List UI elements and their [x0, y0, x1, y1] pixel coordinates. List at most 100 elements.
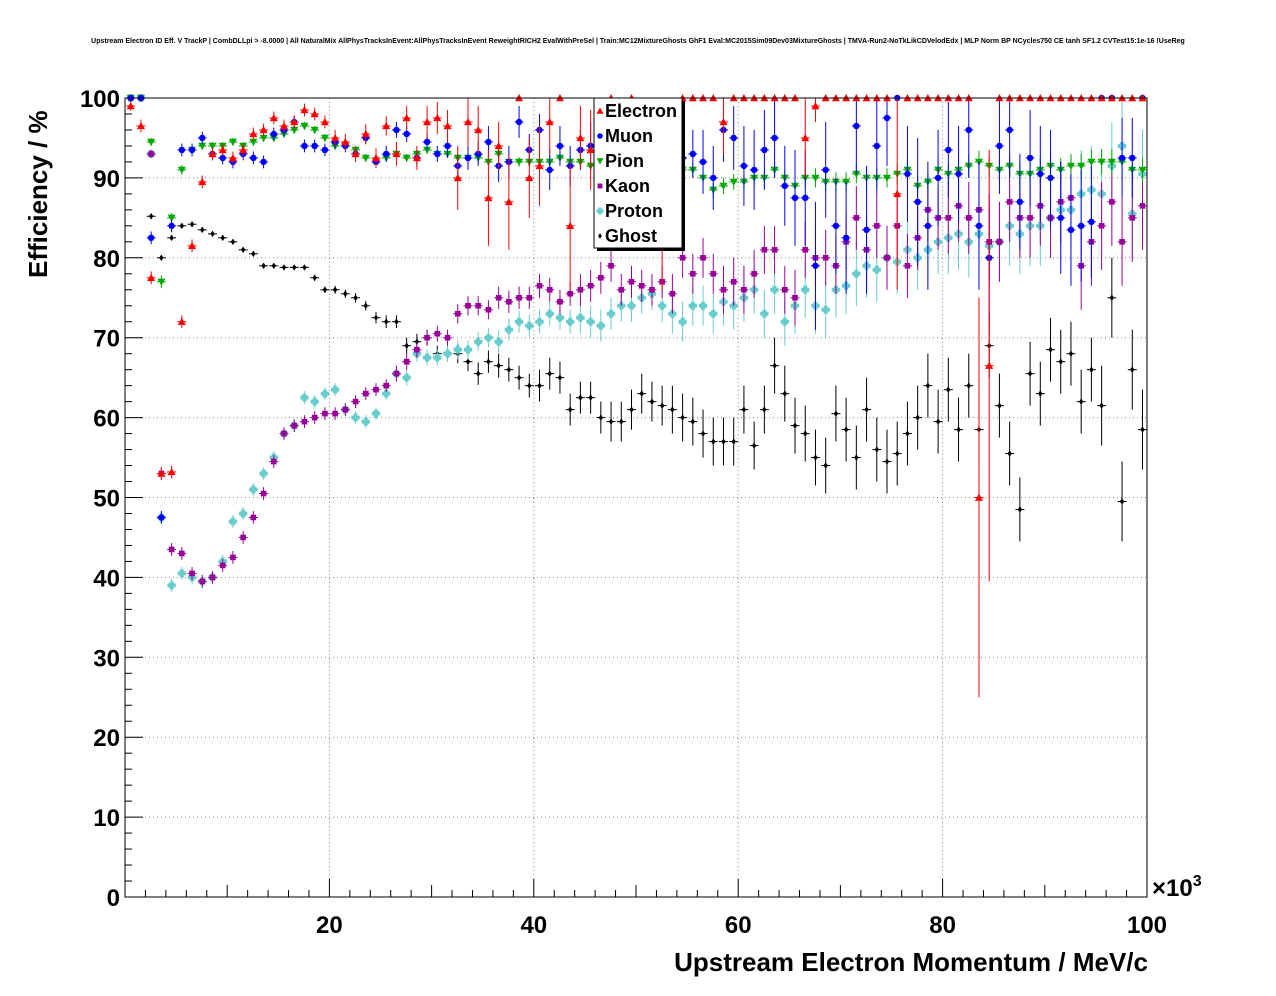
muon-point [177, 143, 187, 157]
proton-point [575, 301, 585, 334]
electron-marker [341, 137, 350, 146]
kaon-point [667, 273, 677, 314]
electron-marker [198, 177, 207, 186]
kaon-point [483, 300, 493, 320]
ghost-marker [803, 430, 808, 437]
kaon-marker [465, 302, 471, 309]
muon-point [310, 139, 320, 153]
muon-marker [147, 234, 155, 242]
muon-point [749, 129, 759, 210]
kaon-marker [782, 286, 788, 293]
pion-point [810, 168, 820, 188]
proton-point [238, 507, 248, 520]
proton-marker [300, 393, 309, 402]
ghost-marker [608, 418, 614, 425]
kaon-point [770, 225, 780, 274]
legend-marker-electron [596, 107, 604, 114]
kaon-marker [792, 294, 798, 301]
ghost-point [749, 421, 759, 470]
muon-marker [1057, 214, 1064, 222]
kaon-marker [741, 286, 747, 293]
ghost-point [524, 373, 534, 398]
proton-point [422, 349, 432, 366]
muon-marker [996, 142, 1003, 150]
electron-marker [985, 361, 994, 369]
legend-entry-muon: Muon [597, 126, 653, 146]
ghost-point [759, 385, 769, 434]
pion-marker [157, 278, 166, 286]
ghost-point [1138, 389, 1147, 470]
ghost-marker [1068, 350, 1074, 357]
proton-point [320, 387, 330, 401]
proton-marker [382, 389, 391, 398]
electron-point [524, 137, 534, 218]
ghost-point [770, 337, 780, 394]
pion-marker [1107, 158, 1116, 166]
proton-point [565, 309, 575, 334]
kaon-marker [373, 386, 379, 393]
y-tick-label: 30 [93, 645, 120, 672]
kaon-marker [751, 270, 757, 277]
ghost-marker [762, 406, 767, 413]
electron-point [718, 98, 728, 154]
kaon-marker [1006, 199, 1013, 205]
ghost-point [259, 262, 269, 269]
muon-point [923, 161, 933, 290]
kaon-point [463, 296, 473, 316]
kaon-point [780, 265, 790, 314]
pion-marker [361, 154, 370, 162]
pion-marker [1087, 158, 1096, 166]
electron-marker [126, 101, 135, 110]
legend-marker-proton [596, 207, 604, 215]
proton-marker [688, 301, 697, 310]
proton-marker [872, 265, 881, 274]
electron-marker [566, 221, 575, 230]
muon-marker [1088, 218, 1095, 226]
x-axis-multiplier: ×103 [1152, 873, 1202, 902]
proton-point [167, 578, 177, 592]
kaon-marker [352, 398, 359, 405]
y-tick-label: 10 [93, 805, 120, 832]
kaon-marker [485, 306, 492, 313]
muon-point [1117, 117, 1127, 198]
electron-marker [893, 189, 902, 198]
kaon-marker [567, 290, 573, 297]
proton-point [432, 349, 442, 366]
ghost-marker [189, 221, 195, 228]
proton-point [524, 314, 534, 337]
kaon-marker [1098, 223, 1105, 229]
kaon-marker [628, 278, 635, 285]
kaon-point [167, 543, 177, 556]
kaon-marker [291, 422, 298, 429]
kaon-point [586, 269, 596, 302]
ghost-point [872, 417, 882, 482]
ghost-point [146, 213, 156, 220]
muon-marker [904, 170, 911, 178]
y-axis-title: Efficiency / % [23, 110, 53, 278]
kaon-marker [199, 578, 206, 585]
electron-marker [167, 467, 176, 476]
kaon-point [1097, 181, 1107, 270]
proton-marker [760, 309, 769, 318]
muon-point [514, 105, 524, 138]
ghost-point [575, 381, 585, 414]
muon-point [555, 125, 565, 166]
legend-label-electron: Electron [605, 101, 677, 121]
ghost-point [228, 238, 238, 246]
proton-point [535, 309, 545, 334]
pion-marker [1077, 162, 1086, 170]
ghost-marker [1038, 390, 1043, 397]
ghost-point [1005, 421, 1015, 486]
proton-point [586, 305, 596, 338]
muon-point [320, 143, 330, 157]
ghost-marker [322, 286, 328, 293]
electron-marker [361, 129, 370, 138]
electron-marker [801, 133, 810, 142]
ghost-marker [292, 264, 297, 271]
pion-point [1107, 149, 1117, 175]
kaon-marker [638, 282, 645, 289]
electron-point [800, 98, 810, 178]
kaon-marker [1119, 239, 1125, 245]
muon-marker [1077, 222, 1085, 230]
